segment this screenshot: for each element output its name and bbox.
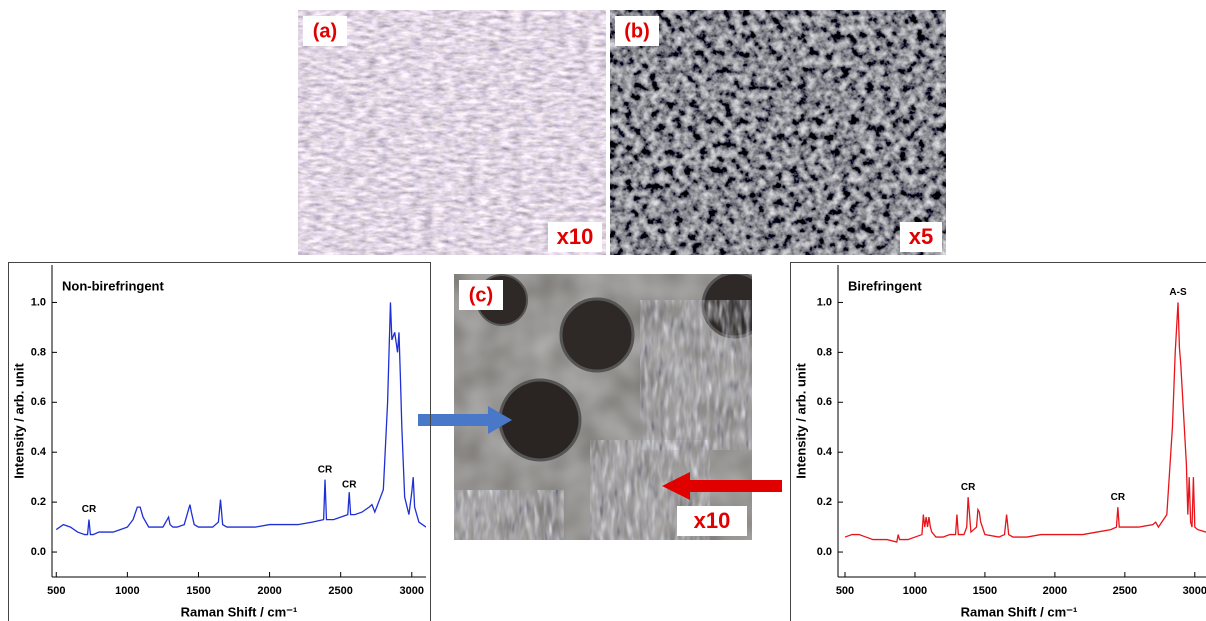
annotation: A-S <box>1169 287 1187 298</box>
y-tick-label: 0.4 <box>31 446 47 458</box>
y-tick-label: 0.4 <box>817 446 833 458</box>
x-axis-label: Raman Shift / cm⁻¹ <box>961 604 1078 619</box>
chart-frame <box>8 262 431 621</box>
micrograph-a <box>298 10 606 255</box>
spectrum-line <box>844 302 1206 543</box>
annotation: CR <box>961 482 976 493</box>
plot-area <box>844 302 1206 543</box>
x-tick-label: 3000 <box>1183 585 1206 597</box>
x-tick-label: 3000 <box>400 585 424 597</box>
label-box <box>548 222 602 252</box>
label-box <box>900 222 942 252</box>
y-axis-label: Intensity / arb. unit <box>793 363 808 479</box>
y-tick-label: 0.2 <box>31 496 46 508</box>
annotation: CR <box>318 464 333 475</box>
y-tick-label: 0.0 <box>31 546 46 558</box>
y-tick-label: 0.8 <box>31 346 46 358</box>
x-tick-label: 1000 <box>903 585 927 597</box>
y-tick-label: 0.6 <box>817 396 832 408</box>
y-axis-label: Intensity / arb. unit <box>11 363 26 479</box>
y-tick-label: 0.0 <box>817 546 832 558</box>
magnification: x5 <box>909 224 933 249</box>
blue-arrow <box>418 406 512 434</box>
panel-label: (a) <box>313 20 337 42</box>
panel-label: (c) <box>469 284 493 306</box>
y-tick-label: 0.6 <box>31 396 46 408</box>
x-tick-label: 2500 <box>328 585 352 597</box>
y-tick-label: 0.2 <box>817 496 832 508</box>
label-box <box>677 506 747 536</box>
spectrum-line <box>55 302 426 536</box>
x-axis-label: Raman Shift / cm⁻¹ <box>181 604 298 619</box>
magnification: x10 <box>557 224 594 249</box>
x-tick-label: 2500 <box>1113 585 1137 597</box>
label-box <box>459 280 503 310</box>
y-tick-label: 1.0 <box>31 296 46 308</box>
micrograph-c <box>454 274 752 540</box>
x-tick-label: 1500 <box>973 585 997 597</box>
annotation: CR <box>1111 492 1126 503</box>
panel-label: (b) <box>624 20 650 42</box>
red-arrow <box>662 472 782 500</box>
plot-area <box>55 302 426 536</box>
chart-title: Birefringent <box>848 278 922 293</box>
micrograph-b <box>610 10 946 255</box>
x-tick-label: 1000 <box>115 585 139 597</box>
x-tick-label: 500 <box>836 585 854 597</box>
chart-title: Non-birefringent <box>62 278 164 293</box>
x-tick-label: 500 <box>47 585 65 597</box>
x-tick-label: 2000 <box>257 585 281 597</box>
annotation: CR <box>82 504 97 515</box>
y-tick-label: 1.0 <box>817 296 832 308</box>
chart-frame <box>790 262 1206 621</box>
y-tick-label: 0.8 <box>817 346 832 358</box>
x-tick-label: 1500 <box>186 585 210 597</box>
x-tick-label: 2000 <box>1043 585 1067 597</box>
label-box <box>303 16 347 46</box>
annotation: CR <box>342 479 357 490</box>
magnification: x10 <box>694 508 731 533</box>
label-box <box>615 16 659 46</box>
